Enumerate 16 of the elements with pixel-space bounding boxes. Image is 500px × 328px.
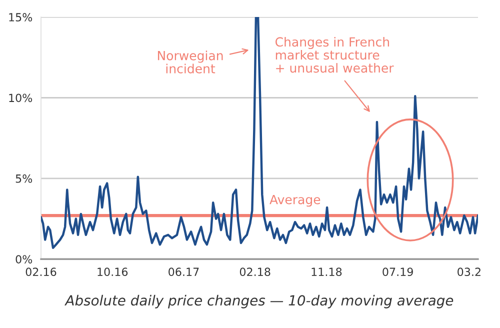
y-tick-label: 10%	[9, 94, 32, 102]
y-tick-label: 0%	[16, 255, 32, 264]
ref-line-label: Average	[270, 194, 320, 207]
x-tick-label: 06.17	[168, 268, 199, 276]
x-tick-label: 02.16	[26, 268, 56, 276]
x-tick-label: 11.18	[312, 268, 342, 276]
annotation: Changes in French market structure + unusual weather	[275, 36, 394, 73]
line-series	[41, 17, 478, 249]
x-tick-label: 03.2	[458, 268, 480, 276]
y-tick-label: 15%	[9, 13, 32, 22]
y-tick-label: 5%	[16, 174, 32, 183]
annotation: Norwegian incident	[158, 50, 223, 74]
x-tick-label: 02.18	[240, 268, 270, 276]
x-axis-title: Absolute daily price changes — 10-day moving average	[64, 294, 454, 308]
x-tick-label: 07.19	[382, 268, 413, 276]
x-tick-label: 10.16	[98, 268, 128, 276]
